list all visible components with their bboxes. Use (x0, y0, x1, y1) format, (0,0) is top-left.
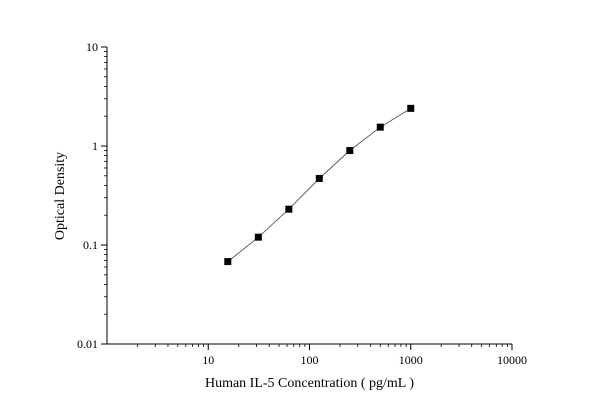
data-point-marker (254, 233, 262, 241)
x-tick-label: 1000 (399, 353, 423, 367)
y-tick-label: 1 (92, 139, 98, 153)
x-tick-label: 100 (301, 353, 319, 367)
y-tick-label: 0.1 (83, 238, 98, 252)
data-point-marker (346, 147, 354, 155)
data-point-marker (285, 205, 293, 213)
x-axis-ticks: 10 100 1000 10000 (137, 344, 527, 367)
data-point-marker (315, 174, 323, 182)
data-point-marker (407, 104, 415, 112)
x-tick-label: 10 (202, 353, 214, 367)
data-point-marker (376, 123, 384, 131)
y-tick-label: 10 (86, 40, 98, 54)
x-axis-title: Human IL-5 Concentration ( pg/mL ) (205, 376, 414, 391)
series-layer (224, 104, 415, 266)
y-tick-label: 0.01 (77, 337, 98, 351)
plot-frame (106, 47, 512, 345)
data-point-marker (224, 258, 232, 266)
x-tick-label: 10000 (497, 353, 527, 367)
y-axis-ticks: 0.01 0.1 1 10 (77, 40, 107, 351)
y-axis-title: Optical Density (53, 152, 68, 240)
